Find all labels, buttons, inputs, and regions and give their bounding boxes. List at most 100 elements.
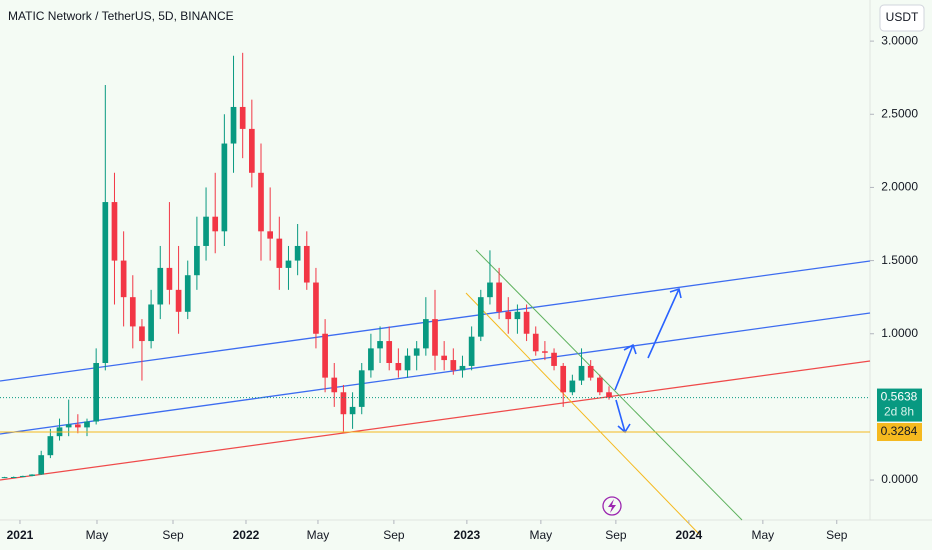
candle-body [340,392,347,415]
candle-body [487,282,493,298]
lightning [608,499,616,513]
candle-body [477,297,484,337]
y-tick-label: 1.5000 [881,253,918,267]
y-tick-label: 1.0000 [881,326,918,340]
candle-body [514,311,521,320]
candle-body [606,392,612,398]
y-tick-label: 2.5000 [881,106,918,120]
x-tick-label: 2021 [7,528,34,542]
candle-body [285,260,292,268]
candle-body [468,336,475,366]
level-label: 0.3284 [881,424,918,438]
candle-body [386,341,393,364]
candle-body [423,319,429,349]
candle-body [441,355,447,361]
candle-body [395,363,402,371]
x-tick-label: Sep [162,528,184,542]
candle-body [47,436,54,456]
candle-body [496,282,502,312]
candle-body [276,238,283,268]
candle-body [1,477,8,479]
candle-body [551,352,557,366]
candle-body [542,351,548,353]
x-tick-label: May [307,528,330,542]
candle-body [38,455,45,475]
candle-body [111,202,118,261]
countdown-label: 2d 8h [884,405,914,419]
candle-body [505,311,512,320]
candle-body [184,275,191,312]
trend-line [465,292,701,536]
candle-body [587,365,594,378]
trend-line [0,360,871,481]
level-label-box [877,423,922,442]
x-tick-label: Sep [605,528,627,542]
candle-body [148,304,154,342]
x-tick-label: Sep [826,528,848,542]
candle-body [294,245,301,261]
y-tick-label: 3.0000 [881,33,918,47]
candle-body [349,406,356,415]
candle-body [203,216,209,246]
candle-body [404,355,411,371]
x-tick-label: May [752,528,775,542]
x-tick-label: Sep [383,528,405,542]
currency-button[interactable] [879,4,925,32]
candle-body [597,377,603,393]
candle-body [569,380,576,393]
chart-title: MATIC Network / TetherUS, 5D, BINANCE [8,9,234,23]
trend-line [0,312,871,435]
candle-body [322,333,328,378]
candle-body [303,245,310,283]
candle-body [560,365,567,393]
candle-body [102,202,109,364]
candle-body [331,377,338,393]
x-tick-label: 2023 [454,528,481,542]
x-tick-label: 2024 [676,528,703,542]
candle-body [358,370,365,407]
candle-body [532,333,539,352]
candle-body [432,319,438,356]
candle-body [166,267,173,290]
candle-body [75,424,81,428]
candle-body [84,421,90,428]
candle-body [212,216,219,232]
y-tick-label: 2.0000 [881,180,918,194]
candle-body [459,365,466,371]
arrow-up [614,343,637,391]
arrow-up [647,287,682,359]
candle-body [93,363,99,422]
candle-body [157,267,164,305]
x-tick-label: May [530,528,553,542]
candle-body [65,424,72,428]
candle-body [578,365,585,381]
last-price-label: 0.5638 [881,390,918,404]
currency-label: USDT [886,10,919,24]
arrows [614,287,682,434]
x-tick-label: May [86,528,109,542]
candle-body [249,128,255,173]
candle-body [175,289,182,312]
candle-body [230,106,237,144]
candle-body [239,106,246,129]
candle-body [120,260,127,298]
candle-body [221,143,228,232]
candle-body [377,341,383,349]
candle-body [139,326,145,342]
candle-body [10,476,17,478]
candle-body [267,231,273,239]
last-price-box [877,388,922,422]
candle-body [194,245,200,276]
candle-body [523,311,530,334]
candle-body [413,348,420,356]
candle-body [368,348,374,371]
trend-line [475,249,743,521]
candle-body [20,475,26,477]
candle-body [450,360,457,371]
candle-body [258,172,264,232]
candle-body [129,297,136,327]
candle-body [29,474,35,476]
candle-body [313,282,319,334]
x-tick-label: 2022 [233,528,260,542]
